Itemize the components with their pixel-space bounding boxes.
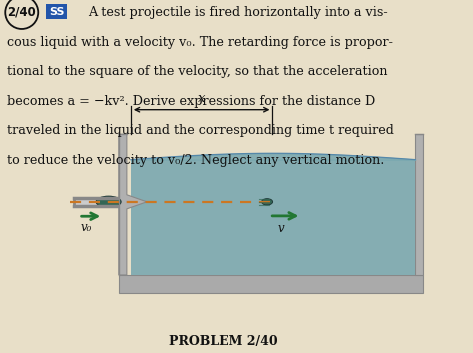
Ellipse shape xyxy=(96,196,121,208)
Text: becomes a = −kv². Derive expressions for the distance D: becomes a = −kv². Derive expressions for… xyxy=(8,95,376,108)
Text: A test projectile is fired horizontally into a vis-: A test projectile is fired horizontally … xyxy=(88,6,387,19)
Polygon shape xyxy=(119,134,147,275)
Text: x: x xyxy=(198,92,205,105)
Text: to reduce the velocity to v₀/2. Neglect any vertical motion.: to reduce the velocity to v₀/2. Neglect … xyxy=(8,154,385,167)
Bar xyxy=(74,198,117,206)
Text: v: v xyxy=(277,222,284,235)
Text: traveled in the liquid and the corresponding time t required: traveled in the liquid and the correspon… xyxy=(8,124,394,137)
Text: tional to the square of the velocity, so that the acceleration: tional to the square of the velocity, so… xyxy=(8,65,388,78)
Text: cous liquid with a velocity v₀. The retarding force is propor-: cous liquid with a velocity v₀. The reta… xyxy=(8,36,393,48)
Text: PROBLEM 2/40: PROBLEM 2/40 xyxy=(169,335,278,348)
Bar xyxy=(415,134,423,275)
Text: v₀: v₀ xyxy=(81,221,92,234)
Text: 2/40: 2/40 xyxy=(8,6,36,19)
Ellipse shape xyxy=(262,199,272,205)
Bar xyxy=(131,160,415,275)
Bar xyxy=(119,275,423,293)
Text: SS: SS xyxy=(49,7,64,17)
